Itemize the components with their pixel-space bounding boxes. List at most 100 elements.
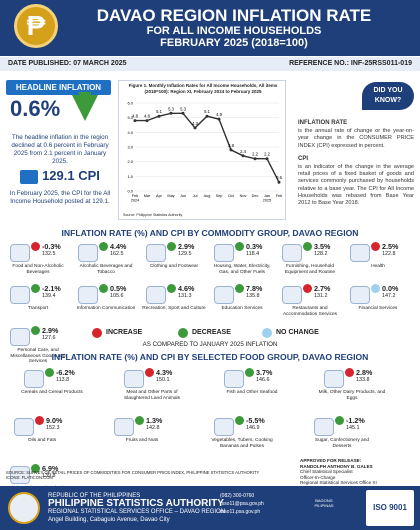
group-icon (10, 286, 30, 304)
group-name: Clothing and Footwear (149, 264, 199, 269)
group-cell: 3.5% 128.2 Furnishing, Household Equipment… (276, 242, 344, 282)
y-tick-label: 1.0 (127, 174, 133, 179)
group-cpi: 131.2 (314, 293, 328, 299)
x-tick-label: Jan (264, 194, 270, 198)
group-cell: 4.4% 162.5 Alcoholic Beverages and Tobacco (72, 242, 140, 282)
group-inflation: -6.2% (56, 368, 75, 377)
y-tick-label: 2.0 (127, 159, 133, 164)
group-icon (146, 286, 166, 304)
group-icon (282, 244, 302, 262)
group-cell: 4.6% 131.3 Recreation, Sport and Culture (140, 284, 208, 324)
change-indicator-icon (235, 416, 244, 425)
group-cell: 0.0% 147.2 Financial Services (344, 284, 412, 324)
x-tick-label: Sep (216, 194, 223, 198)
chart-svg: 0.01.02.03.04.05.06.04.8Feb20244.8Mar5.1… (127, 101, 282, 203)
change-indicator-icon (31, 284, 40, 293)
group-inflation: -2.1% (42, 284, 61, 293)
group-cpi: 113.8 (56, 377, 70, 383)
group-cell: 7.8% 135.8 Education Services (208, 284, 276, 324)
down-arrow-icon (72, 95, 98, 121)
data-label: 4.8 (132, 114, 138, 119)
reference-number: REFERENCE NO.: INF-25RSS011-019 (289, 60, 412, 67)
data-label: 4.8 (144, 114, 150, 119)
group-cpi: 132.5 (42, 251, 56, 257)
group-cpi: 129.5 (178, 251, 192, 257)
footer-web[interactable]: rsso11.psa.gov.ph (220, 509, 261, 515)
group-name: Cereals and Cereal Products (21, 390, 83, 395)
psa-seal-icon (8, 492, 40, 524)
group-name: Housing, Water, Electricity, Gas, and Ot… (213, 264, 271, 275)
page-subtitle-2: FEBRUARY 2025 (2018=100) (160, 37, 308, 49)
group-name: Fruits and Nuts (125, 438, 159, 443)
data-point (133, 119, 137, 123)
group-cell: 2.8% 133.8 Milk, Other Dairy Products, and… (318, 368, 386, 408)
headline-description: The headline inflation in the region dec… (11, 134, 109, 165)
group-cell: 0.3% 118.4 Housing, Water, Electricity, Ga… (208, 242, 276, 282)
group-icon (314, 418, 334, 436)
group-cpi: 122.8 (382, 251, 396, 257)
page-title: DAVAO REGION INFLATION RATE (96, 6, 372, 25)
change-indicator-icon (145, 368, 154, 377)
change-indicator-icon (335, 416, 344, 425)
group-cell: 1.3% 142.8 Fruits and Nuts (108, 416, 176, 456)
group-name: Fish and Other Seafood (226, 390, 278, 395)
group-cpi: 105.6 (110, 293, 124, 299)
legend: INCREASE DECREASE NO CHANGE (0, 326, 420, 340)
data-label: 0.6 (276, 175, 282, 180)
group-name: Alcoholic Beverages and Tobacco (79, 264, 133, 275)
y-tick-label: 3.0 (127, 145, 133, 150)
group-icon (14, 418, 34, 436)
footer-email[interactable]: rsso11@psa.gov.ph (220, 501, 264, 507)
group-cell: -2.1% 139.4 Transport (4, 284, 72, 324)
chart-title: Figure 1. Monthly Inflation Rates for Al… (128, 83, 278, 94)
change-indicator-icon (135, 416, 144, 425)
meta-bar: DATE PUBLISHED: 07 MARCH 2025 REFERENCE … (0, 57, 420, 71)
group-inflation: 1.3% (146, 416, 163, 425)
page-subtitle-1: FOR ALL INCOME HOUSEHOLDS (146, 25, 322, 37)
group-cpi: 139.8 (42, 473, 56, 479)
group-name: Transport (27, 306, 49, 311)
group-inflation: -0.3% (42, 242, 61, 251)
group-inflation: 0.0% (382, 284, 399, 293)
group-name: Restaurants and Accommodation Services (282, 306, 338, 317)
group-cell: 2.7% 131.2 Restaurants and Accommodation S… (276, 284, 344, 324)
x-tick-label: Dec (252, 194, 259, 198)
group-cpi: 135.8 (246, 293, 260, 299)
group-cpi: 139.4 (42, 293, 56, 299)
group-icon (10, 328, 30, 346)
group-icon (10, 244, 30, 262)
approval-label: APPROVED FOR RELEASE: (300, 458, 362, 463)
cpi-icon (20, 169, 39, 184)
group-cell: 0.5% 105.6 Information Communication (72, 284, 140, 324)
change-indicator-icon (345, 368, 354, 377)
did-you-know-badge: DID YOU KNOW? (362, 82, 414, 110)
group-cpi: 128.2 (314, 251, 328, 257)
data-point (205, 114, 209, 118)
group-cpi: 142.8 (146, 425, 160, 431)
group-icon (350, 286, 370, 304)
y-tick-label: 4.0 (127, 130, 133, 135)
group-cpi: 146.9 (246, 425, 260, 431)
change-indicator-icon (45, 368, 54, 377)
data-label: 5.1 (156, 109, 162, 114)
cpi-description: In February 2025, the CPI for the All In… (9, 190, 111, 205)
group-inflation: 3.7% (256, 368, 273, 377)
x-tick-label: May (167, 194, 174, 198)
footer-office: REGIONAL STATISTICAL SERVICES OFFICE – D… (48, 509, 226, 515)
source-note: SOURCE: SURVEY OF RETAIL PRICES OF COMMO… (6, 470, 266, 480)
group-cpi: 133.8 (356, 377, 370, 383)
group-icon (350, 244, 370, 262)
footer-phone[interactable]: (082) 300-0760 (220, 493, 255, 499)
data-point (169, 111, 173, 115)
group-cpi: 131.3 (178, 293, 192, 299)
commodity-section-title: INFLATION RATE (%) AND CPI BY COMMODITY … (61, 228, 359, 238)
x-tick-label: Jul (193, 194, 198, 198)
change-indicator-icon (31, 242, 40, 251)
definitions-box: INFLATION RATE is the annual rate of cha… (298, 120, 414, 207)
iso-badge: ISO 9001 (366, 490, 414, 526)
food-section-title: INFLATION RATE (%) AND CPI BY SELECTED F… (51, 352, 369, 362)
x-tick-label: Nov (240, 194, 247, 198)
change-indicator-icon (371, 284, 380, 293)
footer-address: Angel Building, Cabaguio Avenue, Davao C… (48, 517, 170, 523)
group-name: Meat and Other Parts of Slaughtered Land… (123, 390, 180, 401)
